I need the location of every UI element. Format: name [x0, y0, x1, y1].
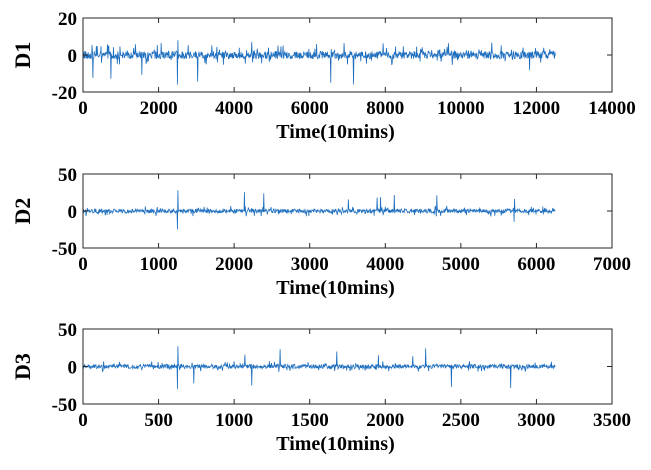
x-tick-label: 4000	[215, 98, 253, 119]
x-tick-label: 6000	[291, 98, 329, 119]
x-tick-label: 1000	[215, 410, 253, 431]
x-tick-label: 3000	[291, 254, 329, 275]
y-tick-label: -20	[52, 83, 77, 104]
x-tick-label: 2000	[140, 98, 178, 119]
x-tick-label: 0	[78, 410, 88, 431]
x-tick-label: 8000	[366, 98, 404, 119]
x-axis-label: Time(10mins)	[276, 121, 395, 143]
y-axis-label: D1	[10, 42, 35, 69]
y-tick-label: 20	[58, 9, 77, 30]
x-tick-label: 1500	[291, 410, 329, 431]
x-tick-label: 0	[78, 98, 88, 119]
y-tick-label: 0	[68, 358, 78, 379]
x-tick-label: 3000	[517, 410, 555, 431]
x-tick-label: 4000	[366, 254, 404, 275]
subplot-d1: 0 2000 4000 6000 8000 10000 12000 14000-20020Ti…	[10, 9, 636, 143]
x-tick-label: 0	[78, 254, 88, 275]
x-tick-label: 2000	[215, 254, 253, 275]
subplot-d2: 0 1000 2000 3000 4000 5000 6000 7000-50050Time(…	[10, 165, 631, 299]
series-line-D3	[82, 346, 556, 390]
x-axis-label: Time(10mins)	[276, 277, 395, 299]
x-tick-label: 2500	[442, 410, 480, 431]
x-tick-label: 7000	[593, 254, 631, 275]
y-tick-label: -50	[52, 395, 77, 416]
x-tick-label: 5000	[442, 254, 480, 275]
y-tick-label: -50	[52, 239, 77, 260]
y-tick-label: 50	[58, 165, 77, 186]
x-tick-label: 2000	[366, 410, 404, 431]
x-tick-label: 12000	[513, 98, 561, 119]
x-tick-label: 14000	[588, 98, 636, 119]
y-tick-label: 0	[68, 202, 78, 223]
y-tick-label: 50	[58, 320, 77, 341]
x-tick-label: 10000	[437, 98, 485, 119]
subplot-d3: 0 500 1000 1500 2000 2500 3000 3500-50050Time(1…	[10, 320, 631, 455]
y-axis-label: D3	[10, 353, 35, 380]
x-axis-label: Time(10mins)	[276, 433, 395, 455]
x-tick-label: 6000	[517, 254, 555, 275]
series-line-D1	[82, 40, 556, 85]
x-tick-label: 3500	[593, 410, 631, 431]
x-tick-label: 500	[144, 410, 173, 431]
y-axis-label: D2	[10, 198, 35, 225]
x-tick-label: 1000	[140, 254, 178, 275]
y-tick-label: 0	[68, 46, 78, 67]
series-line-D2	[82, 190, 556, 230]
